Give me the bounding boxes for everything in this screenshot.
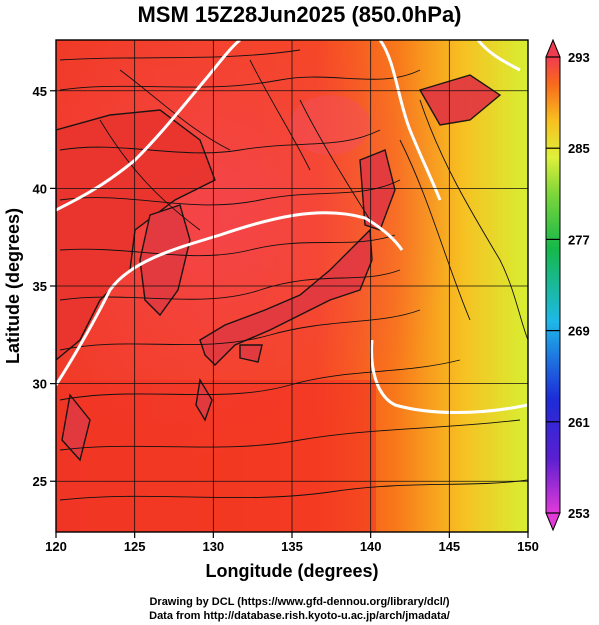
- y-axis-label: Latitude (degrees): [3, 208, 23, 364]
- contour-1500: [56, 211, 404, 386]
- x-axis: 120 125 130 135 140 145 150: [45, 532, 539, 554]
- colorbar: 293 285 277 269 261 253: [545, 38, 590, 532]
- colorbar-lower-arrow: [545, 512, 561, 532]
- y-tick-label: 40: [33, 181, 47, 196]
- colorbar-tick-label: 253: [568, 506, 590, 521]
- colorbar-tick-label: 269: [568, 324, 590, 339]
- x-tick-label: 125: [124, 539, 146, 554]
- y-tick-label: 45: [33, 84, 47, 99]
- contour-upper: [378, 40, 442, 201]
- height-contours: [56, 40, 528, 414]
- colorbar-upper-arrow: [545, 38, 561, 58]
- map-title: MSM 15Z28Jun2025 (850.0hPa): [137, 2, 462, 27]
- contour-1480: [56, 40, 241, 212]
- x-tick-label: 140: [360, 539, 382, 554]
- y-tick-label: 35: [33, 279, 47, 294]
- x-tick-label: 135: [281, 539, 303, 554]
- y-axis: 25 30 35 40 45: [33, 84, 56, 489]
- y-tick-label: 25: [33, 474, 47, 489]
- contour-ne: [476, 40, 521, 72]
- x-tick-label: 120: [45, 539, 67, 554]
- colorbar-tick-label: 285: [568, 141, 590, 156]
- credit-drawing: Drawing by DCL (https://www.gfd-dennou.o…: [149, 596, 450, 608]
- colorbar-tick-label: 277: [568, 232, 590, 247]
- x-axis-label: Longitude (degrees): [205, 561, 378, 581]
- grid-lines: [56, 40, 528, 532]
- credit-data: Data from http://database.rish.kyoto-u.a…: [149, 610, 450, 622]
- colorbar-tick-label: 261: [568, 415, 590, 430]
- x-tick-label: 130: [202, 539, 224, 554]
- colorbar-tick-label: 293: [568, 50, 590, 65]
- contour-1520: [370, 339, 528, 414]
- x-tick-label: 150: [517, 539, 539, 554]
- y-tick-label: 30: [33, 377, 47, 392]
- x-tick-label: 145: [438, 539, 460, 554]
